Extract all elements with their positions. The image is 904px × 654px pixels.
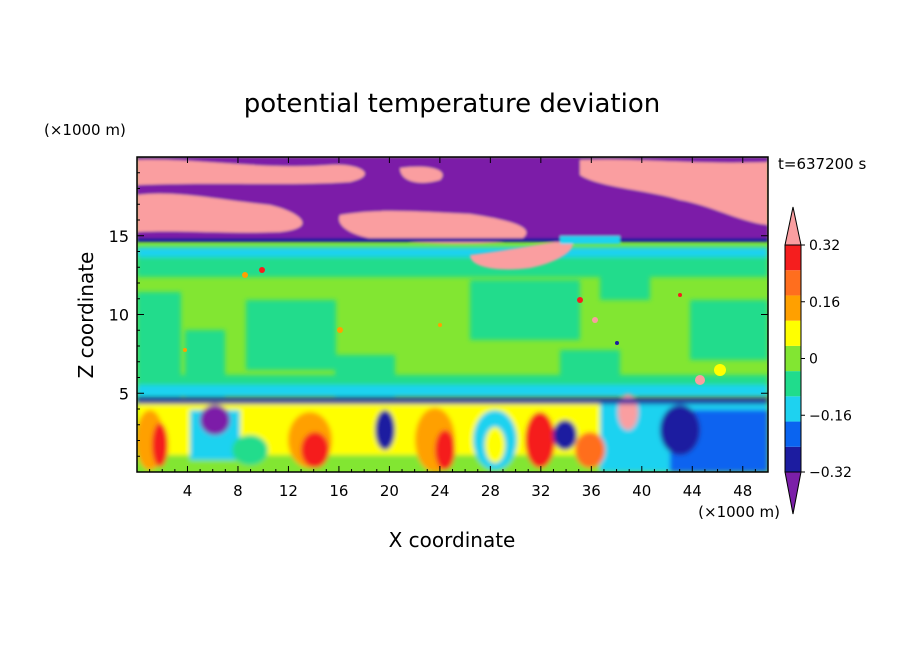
colorbar-bin: [785, 396, 801, 422]
x-tick-label: 8: [233, 482, 243, 500]
x-tick-label: 20: [380, 482, 399, 500]
y-tick-label: 15: [109, 227, 129, 246]
colorbar-bin: [785, 421, 801, 447]
colorbar-tick-label: 0.32: [809, 238, 840, 254]
lower-layer: [137, 394, 768, 472]
colorbar-bin: [785, 245, 801, 271]
x-tick-label: 4: [183, 482, 193, 500]
x-axis-label: X coordinate: [389, 528, 516, 552]
x-tick-label: 16: [329, 482, 348, 500]
colorbar-tick-label: 0: [809, 352, 818, 368]
colorbar-bin: [785, 371, 801, 397]
x-tick-label: 48: [733, 482, 752, 500]
y-tick-label: 5: [119, 384, 129, 403]
colorbar-extend-min: [784, 471, 802, 515]
x-tick-label: 12: [279, 482, 298, 500]
x-axis-ticks: 4 8 12 16 20 24 28 32 36 40 44 48: [149, 157, 756, 500]
y-unit-label: (×1000 m): [44, 121, 126, 139]
x-tick-label: 44: [683, 482, 702, 500]
mid-texture: [137, 247, 768, 402]
x-tick-label: 36: [582, 482, 601, 500]
upper-layer: [137, 157, 768, 270]
colorbar-tick-label: −0.32: [809, 465, 852, 481]
x-tick-label: 40: [632, 482, 651, 500]
time-label: t=637200 s: [778, 155, 866, 173]
x-tick-label: 28: [481, 482, 500, 500]
colorbar-bin: [785, 345, 801, 372]
colorbar-tick-label: −0.16: [809, 408, 852, 424]
y-axis-label: Z coordinate: [74, 252, 98, 379]
colorbar-bin: [785, 270, 801, 296]
colorbar-extend-max: [784, 206, 802, 246]
chart-title: potential temperature deviation: [244, 89, 660, 119]
x-tick-label: 32: [531, 482, 550, 500]
colorbar-bin: [785, 320, 801, 346]
mid-patches: [183, 267, 726, 385]
y-axis-ticks: 5 10 15: [109, 172, 768, 457]
colorbar-bin: [785, 446, 801, 472]
x-unit-label: (×1000 m): [698, 503, 780, 521]
plot-area: [137, 157, 768, 472]
colorbar-tick-label: 0.16: [809, 295, 840, 311]
colorbar-bin: [785, 295, 801, 321]
x-tick-label: 24: [430, 482, 449, 500]
colorbar: −0.32 −0.16 0 0.16 0.32: [784, 206, 852, 515]
y-tick-label: 10: [109, 306, 129, 325]
